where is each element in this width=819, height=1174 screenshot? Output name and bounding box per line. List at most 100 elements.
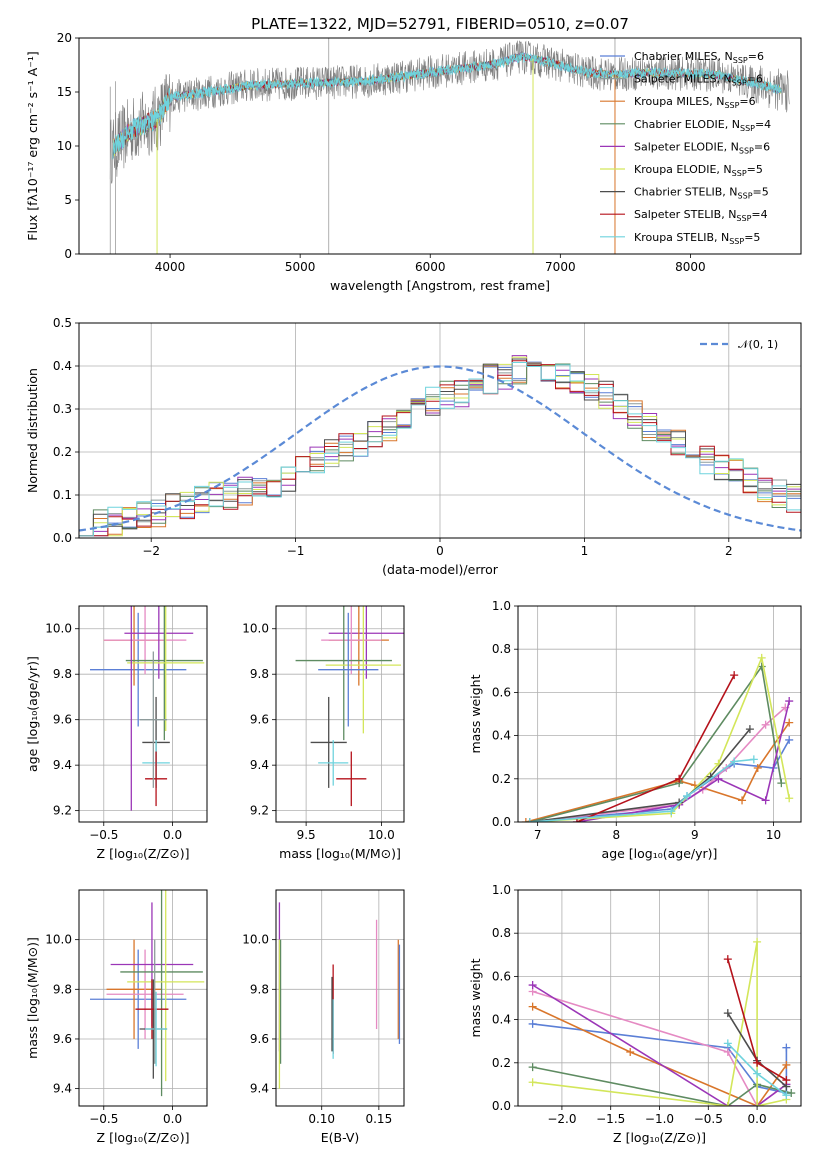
weight-marker	[753, 937, 762, 946]
x-tick-label: −2	[142, 544, 160, 558]
mass-vs-metallicity-panel: −0.5 0.0 9.4 9.6 9.8 10.0 Z [log₁₀(Z/Z⊙)] mass …	[25, 889, 208, 1145]
weight-marker	[667, 807, 676, 816]
legend-label-count: =6	[747, 73, 763, 86]
y-tick-label: 9.6	[53, 713, 72, 727]
legend-label: Kroupa ELODIE, NSSP=5	[634, 163, 763, 178]
y-tick-label: 0.1	[53, 488, 72, 502]
y-axis-label: mass weight	[468, 958, 483, 1037]
legend-label: Salpeter STELIB, NSSP=4	[634, 208, 768, 223]
y-tick-label: 1.0	[492, 599, 511, 613]
weight-marker	[782, 1091, 791, 1100]
legend-label: Chabrier STELIB, NSSP=5	[634, 186, 769, 201]
histogram-chabrier-stelib	[79, 358, 801, 537]
y-tick-label: 9.8	[250, 982, 269, 996]
axes-frame	[275, 889, 405, 1107]
axes-frame	[517, 605, 802, 823]
y-tick-label: 0.6	[492, 685, 511, 699]
axes-frame	[78, 37, 802, 255]
y-tick-label: 9.6	[250, 1032, 269, 1046]
plot-area	[521, 653, 794, 822]
y-tick-label: 0.2	[53, 445, 72, 459]
axes-frame	[78, 889, 208, 1107]
weight-marker	[753, 1069, 762, 1078]
x-tick-label: 1	[581, 544, 589, 558]
normal-distribution-curve	[79, 365, 801, 532]
age-vs-mass-panel: 9.5 10.0 9.2 9.4 9.6 9.8 10.0 mass [log₁₀(M/M⊙)…	[242, 605, 405, 861]
age-vs-metallicity-panel: −0.5 0.0 9.2 9.4 9.6 9.8 10.0 Z [log₁₀(Z/Z⊙)] ag…	[25, 605, 208, 861]
weight-marker	[761, 796, 770, 805]
weight-line-chabrier-elodie	[529, 664, 783, 822]
x-tick-label: 0	[436, 544, 444, 558]
weight-marker	[528, 1063, 537, 1072]
y-tick-label: 0.2	[492, 1056, 511, 1070]
x-tick-label: −1.0	[645, 1112, 674, 1126]
x-tick-label: −1.5	[596, 1112, 625, 1126]
weight-line-salpeter-elodie	[532, 984, 787, 1106]
legend-label-count: =6	[754, 140, 770, 153]
x-axis-label: (data-model)/error	[382, 562, 499, 577]
weight-marker	[528, 1002, 537, 1011]
x-tick-label: 6000	[415, 260, 446, 274]
y-tick-label: 9.8	[53, 667, 72, 681]
observed-spectrum-line	[109, 40, 790, 184]
y-tick-label: 10.0	[242, 933, 269, 947]
legend-label-count: =5	[744, 231, 760, 244]
y-tick-label: 9.8	[250, 667, 269, 681]
legend-label-count: =4	[755, 118, 771, 131]
axes-frame	[78, 322, 802, 539]
x-tick-label: 4000	[155, 260, 186, 274]
weight-marker	[723, 955, 732, 964]
weight-marker	[785, 794, 794, 803]
y-tick-label: 9.4	[53, 758, 72, 772]
weight-marker	[749, 755, 758, 764]
legend-label-subscript: SSP	[732, 169, 747, 178]
x-axis-label: Z [log₁₀(Z/Z⊙)]	[97, 846, 190, 861]
y-tick-label: 0.2	[492, 772, 511, 786]
y-tick-label: 0	[64, 247, 72, 261]
weight-marker	[753, 764, 762, 772]
x-tick-label: 5000	[285, 260, 316, 274]
weight-marker	[723, 1039, 732, 1048]
y-tick-label: 0.6	[492, 969, 511, 983]
legend-label-main: Kroupa STELIB, N	[634, 231, 729, 244]
weight-line-kroupa-miles	[525, 722, 790, 822]
weight-marker	[753, 1058, 762, 1067]
legend-label: Salpeter ELODIE, NSSP=6	[634, 140, 770, 155]
y-tick-label: 9.4	[250, 1082, 269, 1096]
weight-marker	[745, 725, 754, 734]
weight-marker	[787, 1089, 796, 1098]
histogram-kroupa-stelib	[79, 362, 801, 537]
legend-label: Salpeter MILES, NSSP=6	[634, 73, 763, 88]
weight-marker	[723, 1102, 732, 1106]
x-axis-label: Z [log₁₀(Z/Z⊙)]	[97, 1130, 190, 1145]
legend-label-main: Salpeter MILES, N	[634, 73, 732, 86]
x-tick-label: −0.5	[694, 1112, 723, 1126]
x-tick-label: −0.5	[89, 828, 118, 842]
x-tick-label: 0.0	[163, 1112, 182, 1126]
x-tick-label: 9.5	[297, 828, 316, 842]
model-spectrum-overlay	[112, 51, 782, 160]
weight-marker	[723, 1009, 732, 1018]
weight-marker	[714, 774, 723, 783]
legend-label-subscript: SSP	[740, 124, 755, 133]
weight-marker	[785, 718, 794, 727]
y-tick-label: 0.4	[492, 729, 511, 743]
x-tick-label: −1	[287, 544, 305, 558]
legend-label: Chabrier MILES, NSSP=6	[634, 50, 764, 65]
weight-marker	[785, 735, 794, 744]
legend-label-subscript: SSP	[724, 101, 739, 110]
weight-marker	[521, 818, 530, 822]
legend-label-count: =5	[747, 163, 763, 176]
weight-marker	[683, 792, 692, 801]
x-tick-label: 7	[534, 828, 542, 842]
legend-label-main: Salpeter STELIB, N	[634, 208, 736, 221]
weight-marker	[761, 720, 770, 729]
legend-label-count: =5	[753, 186, 769, 199]
weight-marker	[528, 1078, 537, 1087]
y-tick-label: 0.0	[53, 531, 72, 545]
x-axis-label: mass [log₁₀(M/M⊙)]	[279, 846, 401, 861]
legend-label-subscript: SSP	[732, 79, 747, 88]
y-tick-label: 1.0	[492, 883, 511, 897]
